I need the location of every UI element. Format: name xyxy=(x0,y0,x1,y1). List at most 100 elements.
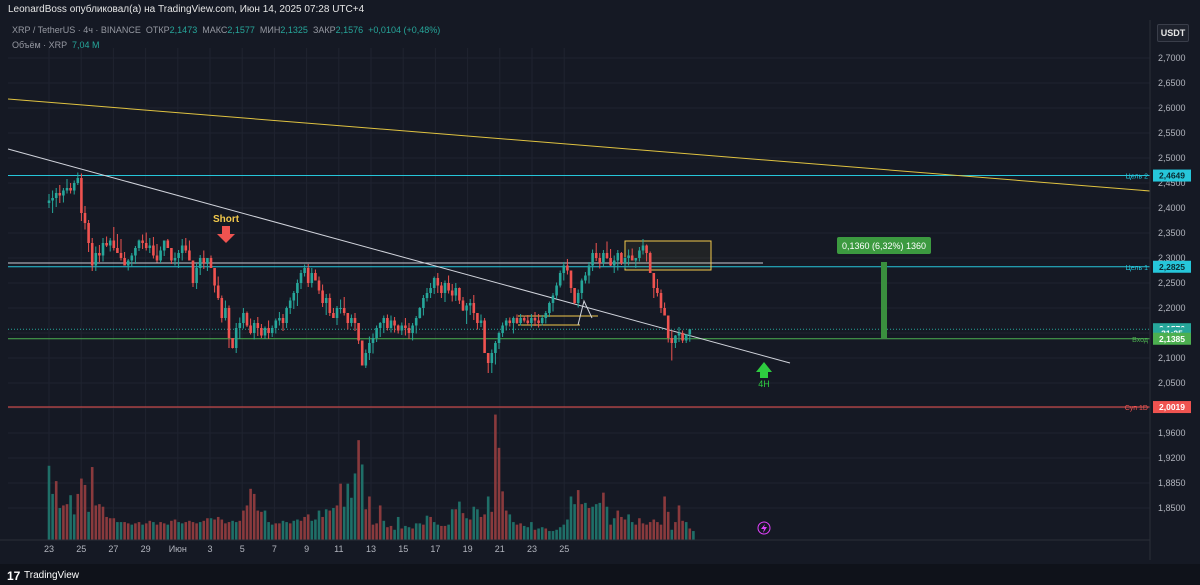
candle-body xyxy=(216,285,220,298)
candle-body xyxy=(314,273,317,281)
candle-body xyxy=(137,240,141,248)
volume-bar xyxy=(609,524,612,540)
candle-body xyxy=(141,240,144,243)
chart-background xyxy=(0,20,1200,564)
publisher-bar: LeonardBoss опубликовал(а) на TradingVie… xyxy=(0,0,1200,20)
candle-body xyxy=(674,335,677,343)
volume-bar xyxy=(58,508,62,540)
volume-bar xyxy=(267,522,270,540)
short-arrow-icon xyxy=(217,226,235,243)
volume-bar xyxy=(177,522,180,540)
time-tick-label: 15 xyxy=(398,544,408,554)
candle-body xyxy=(224,308,227,318)
volume-bar xyxy=(522,525,526,540)
price-tick-label: 2,1000 xyxy=(1158,353,1186,363)
open-value: 2,1473 xyxy=(169,25,198,35)
candle-body xyxy=(123,258,126,266)
currency-button[interactable]: USDT xyxy=(1157,24,1189,42)
volume-bar xyxy=(234,522,238,540)
price-tick-label: 1,9600 xyxy=(1158,428,1186,438)
candle-body xyxy=(641,245,645,251)
volume-bar xyxy=(350,497,353,540)
time-tick-label: 11 xyxy=(334,544,343,554)
price-tick-label: 1,9200 xyxy=(1158,453,1186,463)
price-axis[interactable] xyxy=(1150,20,1200,564)
candle-body xyxy=(526,320,530,323)
candle-body xyxy=(512,318,515,323)
consolidation-box[interactable] xyxy=(624,240,712,271)
candle-body xyxy=(486,353,490,363)
candle-body xyxy=(544,313,548,318)
candle-body xyxy=(94,253,98,266)
volume-bar xyxy=(162,523,166,540)
volume-bar xyxy=(461,513,465,540)
volume-bar xyxy=(641,523,645,540)
lightning-icon[interactable] xyxy=(757,521,771,535)
candle-body xyxy=(537,320,540,323)
candle-body xyxy=(533,318,537,321)
candle-body xyxy=(515,318,519,323)
candle-body xyxy=(188,250,191,261)
candle-body xyxy=(328,298,332,313)
candle-body xyxy=(209,258,213,268)
candle-body xyxy=(684,334,688,341)
candle-body xyxy=(663,308,666,316)
candle-body xyxy=(476,313,479,323)
candle-body xyxy=(627,255,630,258)
candle-body xyxy=(260,328,263,336)
volume-bar xyxy=(252,493,256,540)
candle-body xyxy=(386,318,389,328)
candle-body xyxy=(584,275,587,281)
candle-body xyxy=(522,318,526,321)
volume-bar xyxy=(684,522,688,540)
footer-bar: 17 TradingView xyxy=(0,564,1200,585)
candle-body xyxy=(573,288,576,303)
candle-body xyxy=(468,303,472,306)
candle-body xyxy=(558,273,562,286)
candle-body xyxy=(324,298,328,303)
short-label: Short xyxy=(213,214,240,225)
volume-bar xyxy=(483,514,486,540)
volume-bar xyxy=(130,524,134,540)
candle-body xyxy=(69,188,72,191)
volume-bar xyxy=(274,523,278,540)
low-label: МИН xyxy=(259,25,281,35)
volume-bar xyxy=(479,516,483,540)
candle-body xyxy=(483,320,486,353)
volume-bar xyxy=(425,515,429,540)
level-tag: Вход xyxy=(1132,337,1148,344)
symbol-title[interactable]: XRP / TetherUS · 4ч · BINANCE xyxy=(12,25,141,35)
candle-body xyxy=(342,308,346,313)
volume-bar xyxy=(382,520,386,540)
candle-body xyxy=(494,343,497,353)
volume-bar xyxy=(224,523,227,540)
candle-body xyxy=(148,245,152,248)
descending-trendline[interactable] xyxy=(7,148,791,364)
candle-body xyxy=(357,323,360,341)
long-trendline[interactable] xyxy=(7,98,1151,192)
price-label-box xyxy=(1153,169,1191,182)
volume-bar xyxy=(170,520,173,540)
candle-body xyxy=(393,320,396,326)
candle-body xyxy=(155,255,159,261)
candle-body xyxy=(587,265,591,276)
volume-bar xyxy=(72,514,76,540)
volume-bar xyxy=(584,502,587,540)
lightning-glyph xyxy=(761,524,767,533)
candle-body xyxy=(440,285,443,293)
volume-bar xyxy=(288,523,292,540)
volume-bar xyxy=(310,520,314,540)
volume-bar xyxy=(616,510,620,540)
volume-bar xyxy=(580,504,584,540)
volume-label[interactable]: Объём · XRP xyxy=(12,40,68,50)
volume-bar xyxy=(198,522,202,540)
volume-bar xyxy=(404,525,407,540)
volume-bar xyxy=(623,519,627,540)
volume-bar xyxy=(400,528,404,540)
tradingview-logo-icon[interactable]: 17 xyxy=(7,569,21,583)
candle-body xyxy=(360,340,364,366)
volume-bar xyxy=(566,519,569,540)
measure-bar[interactable] xyxy=(881,262,887,338)
brand-name[interactable]: TradingView xyxy=(24,570,80,581)
